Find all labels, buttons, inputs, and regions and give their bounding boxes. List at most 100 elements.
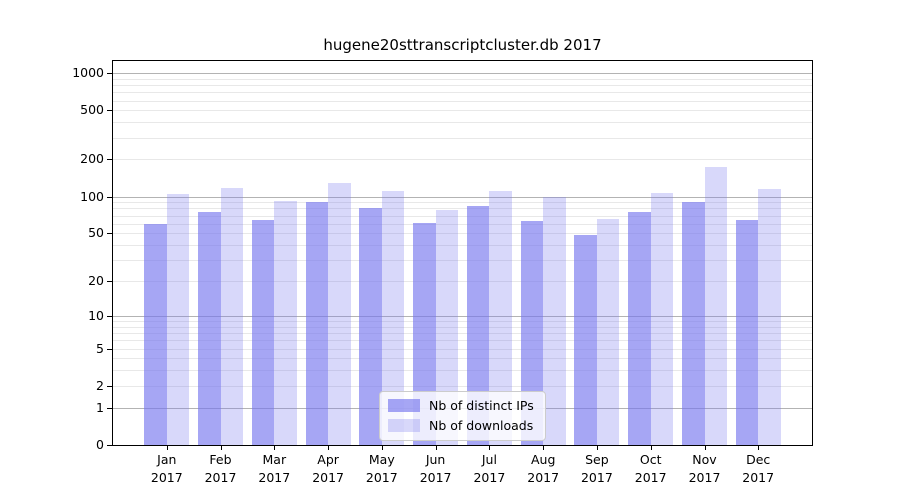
- gridline-minor-2: [113, 385, 812, 387]
- y-tick-mark-200: [107, 159, 112, 161]
- x-tick-mark-mar: [274, 446, 276, 450]
- bar-nb-of-distinct-ips-feb: [198, 211, 221, 445]
- gridline-minor-4: [113, 358, 812, 360]
- gridline-minor-800: [113, 85, 812, 86]
- x-tick-label-mar: Mar 2017: [242, 451, 306, 486]
- x-tick-year-sep: 2017: [580, 469, 613, 485]
- x-tick-month-feb: Feb: [209, 452, 232, 467]
- y-tick-mark-5: [107, 348, 112, 350]
- gridline-minor-3: [113, 370, 812, 372]
- bar-nb-of-distinct-ips-jan: [144, 223, 167, 445]
- x-tick-mark-jun: [435, 446, 437, 450]
- y-tick-label-20: 20: [88, 273, 104, 289]
- x-tick-mark-aug: [543, 446, 545, 450]
- legend-swatch-distinct-ips: [388, 399, 420, 412]
- y-tick-mark-0: [107, 445, 112, 446]
- gridline-minor-7: [113, 333, 812, 334]
- y-tick-label-5: 5: [96, 340, 104, 356]
- x-tick-label-oct: Oct 2017: [619, 451, 683, 486]
- x-tick-year-jan: 2017: [150, 469, 183, 485]
- x-tick-year-jun: 2017: [419, 469, 452, 485]
- bar-nb-of-distinct-ips-sep: [574, 235, 597, 445]
- gridline-minor-90: [113, 202, 812, 204]
- legend-item-distinct-ips: Nb of distinct IPs: [388, 398, 534, 413]
- x-tick-mark-feb: [220, 446, 222, 450]
- gridline-minor-80: [113, 208, 812, 210]
- gridline-minor-900: [113, 78, 812, 80]
- legend-label-downloads: Nb of downloads: [429, 418, 534, 433]
- gridlines-layer: [113, 61, 812, 445]
- y-tick-mark-500: [107, 110, 112, 112]
- gridline-minor-200: [113, 159, 812, 161]
- x-tick-label-feb: Feb 2017: [189, 451, 253, 486]
- gridline-major-1000: [113, 73, 812, 74]
- bar-nb-of-downloads-apr: [328, 183, 351, 445]
- bar-nb-of-downloads-feb: [220, 187, 243, 445]
- y-tick-mark-2: [107, 385, 112, 387]
- x-tick-year-nov: 2017: [688, 469, 721, 485]
- gridline-minor-700: [113, 92, 812, 94]
- bar-nb-of-downloads-jun: [435, 209, 459, 445]
- y-tick-label-100: 100: [80, 188, 104, 204]
- bar-nb-of-downloads-mar: [274, 200, 297, 445]
- x-tick-label-jan: Jan 2017: [135, 451, 199, 486]
- y-tick-mark-50: [107, 233, 112, 235]
- y-tick-mark-100: [107, 196, 112, 198]
- x-tick-label-nov: Nov 2017: [673, 451, 737, 486]
- bars-layer: [113, 61, 812, 445]
- bar-nb-of-distinct-ips-aug: [520, 221, 544, 445]
- bar-nb-of-downloads-jul: [489, 190, 512, 445]
- x-tick-mark-may: [381, 446, 383, 450]
- gridline-minor-70: [113, 215, 812, 217]
- bar-nb-of-distinct-ips-may: [359, 208, 382, 445]
- bar-nb-of-distinct-ips-nov: [682, 201, 705, 445]
- gridline-minor-600: [113, 100, 812, 102]
- x-tick-month-may: May: [368, 452, 395, 467]
- x-tick-year-may: 2017: [365, 469, 398, 485]
- gridline-major-10: [113, 315, 812, 317]
- gridline-minor-5: [113, 348, 812, 350]
- gridline-minor-9: [113, 321, 812, 322]
- x-tick-year-mar: 2017: [258, 469, 291, 485]
- bar-nb-of-downloads-may: [381, 190, 405, 445]
- x-tick-mark-sep: [596, 446, 598, 450]
- legend-swatch-downloads: [388, 419, 420, 432]
- gridline-minor-30: [113, 260, 812, 262]
- bar-nb-of-downloads-sep: [596, 219, 620, 445]
- x-tick-year-oct: 2017: [634, 469, 667, 485]
- gridline-major-100: [113, 196, 812, 198]
- x-tick-label-may: May 2017: [350, 451, 414, 486]
- x-tick-mark-oct: [650, 446, 652, 450]
- bar-nb-of-distinct-ips-oct: [628, 211, 651, 445]
- x-tick-month-jun: Jun: [425, 452, 446, 467]
- gridline-minor-500: [113, 110, 812, 112]
- gridline-minor-6: [113, 340, 812, 342]
- gridline-minor-400: [113, 122, 812, 124]
- x-tick-label-aug: Aug 2017: [511, 451, 575, 486]
- bar-nb-of-downloads-dec: [758, 189, 781, 445]
- bar-nb-of-distinct-ips-apr: [305, 202, 329, 445]
- x-tick-month-oct: Oct: [639, 452, 662, 467]
- gridline-minor-60: [113, 223, 812, 225]
- y-tick-label-50: 50: [88, 225, 104, 241]
- x-tick-year-aug: 2017: [527, 469, 560, 485]
- bar-nb-of-downloads-oct: [650, 192, 674, 445]
- legend: Nb of distinct IPs Nb of downloads: [379, 391, 546, 441]
- bar-nb-of-distinct-ips-dec: [735, 220, 759, 445]
- x-tick-mark-dec: [758, 446, 760, 450]
- y-tick-label-10: 10: [88, 307, 104, 323]
- x-tick-year-jul: 2017: [473, 469, 506, 485]
- bar-nb-of-downloads-aug: [543, 196, 566, 445]
- x-tick-month-mar: Mar: [262, 452, 287, 467]
- y-tick-label-1: 1: [96, 399, 104, 415]
- plot-area: Nb of distinct IPs Nb of downloads: [112, 60, 813, 446]
- y-tick-label-0: 0: [96, 437, 104, 452]
- x-tick-month-sep: Sep: [585, 452, 609, 467]
- x-tick-month-dec: Dec: [746, 452, 771, 467]
- x-tick-month-apr: Apr: [317, 452, 339, 467]
- x-tick-year-feb: 2017: [204, 469, 237, 485]
- x-tick-label-apr: Apr 2017: [296, 451, 360, 486]
- y-tick-mark-1: [107, 407, 112, 409]
- gridline-minor-20: [113, 281, 812, 283]
